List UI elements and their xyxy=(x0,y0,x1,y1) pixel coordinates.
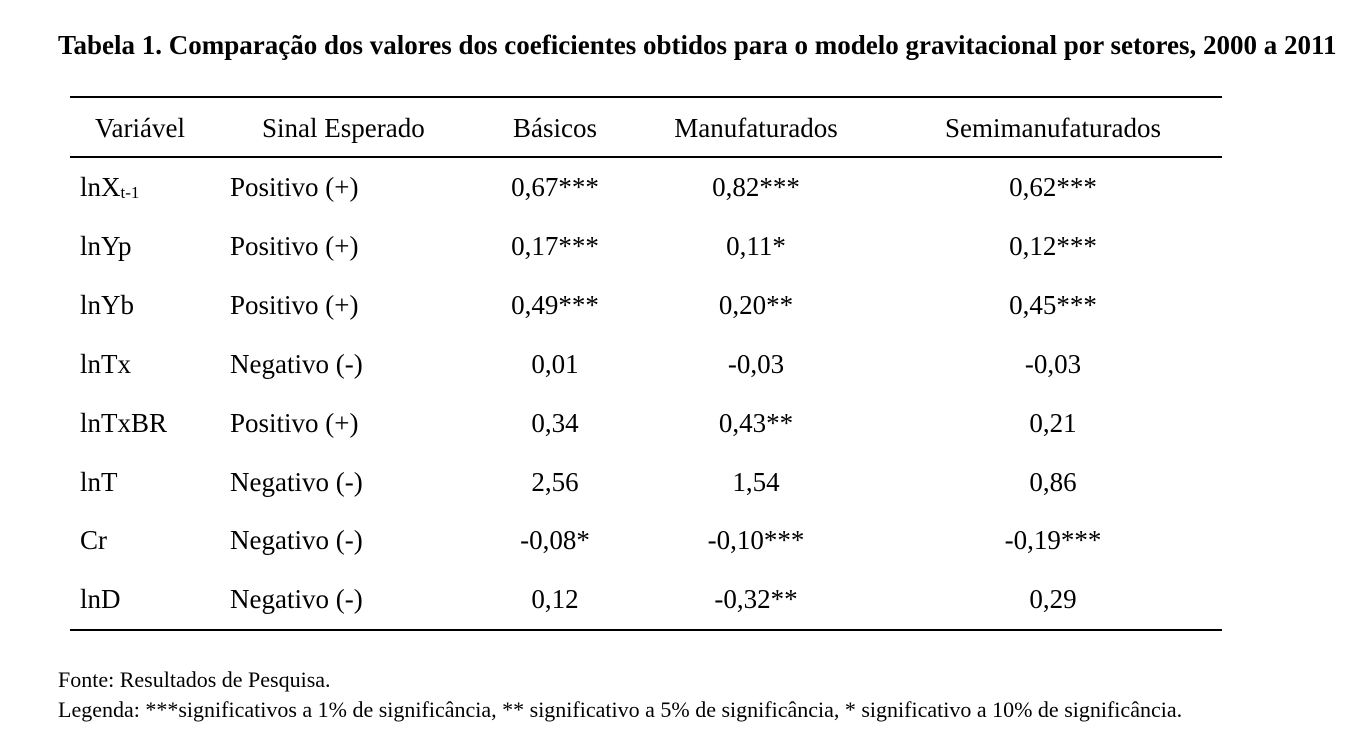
variable-cell: lnTxBR xyxy=(80,408,168,438)
variable-subscript: t-1 xyxy=(120,183,140,202)
table-top-rule xyxy=(70,96,1222,98)
basicos-cell: 0,01 xyxy=(531,349,579,379)
table-row: lnD Negativo (-) 0,12 -0,32** 0,29 xyxy=(0,579,1359,619)
semimanufaturados-cell: -0,19*** xyxy=(1004,525,1102,555)
basicos-cell: 0,34 xyxy=(531,408,579,438)
manufaturados-cell: -0,32** xyxy=(714,584,798,614)
variable-cell: lnD xyxy=(80,584,121,614)
expected-sign-cell: Negativo (-) xyxy=(230,349,363,379)
variable-cell: lnXt-1 xyxy=(80,167,139,207)
table-bottom-rule xyxy=(70,629,1222,631)
table-row: lnXt-1 Positivo (+) 0,67*** 0,82*** 0,62… xyxy=(0,167,1359,207)
variable-cell: Cr xyxy=(80,525,107,555)
basicos-cell: -0,08* xyxy=(520,525,590,555)
manufaturados-cell: -0,10*** xyxy=(707,525,805,555)
legend-note: Legenda: ***significativos a 1% de signi… xyxy=(58,697,1183,722)
table-row: lnT Negativo (-) 2,56 1,54 0,86 xyxy=(0,462,1359,502)
table-caption: Tabela 1. Comparação dos valores dos coe… xyxy=(58,30,1337,60)
semimanufaturados-cell: 0,45*** xyxy=(1009,290,1097,320)
semimanufaturados-cell: 0,29 xyxy=(1029,584,1077,614)
semimanufaturados-cell: 0,86 xyxy=(1029,467,1077,497)
manufaturados-cell: -0,03 xyxy=(727,349,785,379)
header-sinal-esperado: Sinal Esperado xyxy=(262,113,425,143)
variable-cell: lnYb xyxy=(80,290,134,320)
manufaturados-cell: 0,43** xyxy=(718,408,794,438)
expected-sign-cell: Negativo (-) xyxy=(230,584,363,614)
expected-sign-cell: Positivo (+) xyxy=(230,172,359,202)
basicos-cell: 0,67*** xyxy=(511,172,599,202)
manufaturados-cell: 1,54 xyxy=(732,467,780,497)
header-basicos: Básicos xyxy=(513,113,597,143)
variable-cell: lnTx xyxy=(80,349,131,379)
basicos-cell: 0,12 xyxy=(531,584,579,614)
manufaturados-cell: 0,11* xyxy=(726,231,786,261)
table-header-row: Variável Sinal Esperado Básicos Manufatu… xyxy=(0,108,1359,148)
semimanufaturados-cell: 0,21 xyxy=(1029,408,1077,438)
basicos-cell: 2,56 xyxy=(531,467,579,497)
variable-cell: lnYp xyxy=(80,231,132,261)
expected-sign-cell: Negativo (-) xyxy=(230,467,363,497)
table-row: lnTxBR Positivo (+) 0,34 0,43** 0,21 xyxy=(0,403,1359,443)
table-row: lnYb Positivo (+) 0,49*** 0,20** 0,45*** xyxy=(0,285,1359,325)
table-header-rule xyxy=(70,156,1222,158)
semimanufaturados-cell: 0,12*** xyxy=(1009,231,1097,261)
expected-sign-cell: Positivo (+) xyxy=(230,290,359,320)
basicos-cell: 0,49*** xyxy=(511,290,599,320)
header-variavel: Variável xyxy=(95,113,185,143)
expected-sign-cell: Positivo (+) xyxy=(230,408,359,438)
table-row: lnYp Positivo (+) 0,17*** 0,11* 0,12*** xyxy=(0,226,1359,266)
expected-sign-cell: Positivo (+) xyxy=(230,231,359,261)
header-semimanufaturados: Semimanufaturados xyxy=(945,113,1161,143)
table-row: Cr Negativo (-) -0,08* -0,10*** -0,19*** xyxy=(0,520,1359,560)
basicos-cell: 0,17*** xyxy=(511,231,599,261)
variable-name: lnX xyxy=(80,172,121,202)
semimanufaturados-cell: -0,03 xyxy=(1024,349,1082,379)
semimanufaturados-cell: 0,62*** xyxy=(1009,172,1097,202)
table-row: lnTx Negativo (-) 0,01 -0,03 -0,03 xyxy=(0,344,1359,384)
source-note: Fonte: Resultados de Pesquisa. xyxy=(58,667,331,692)
manufaturados-cell: 0,20** xyxy=(718,290,794,320)
variable-cell: lnT xyxy=(80,467,118,497)
header-manufaturados: Manufaturados xyxy=(674,113,838,143)
manufaturados-cell: 0,82*** xyxy=(712,172,800,202)
expected-sign-cell: Negativo (-) xyxy=(230,525,363,555)
